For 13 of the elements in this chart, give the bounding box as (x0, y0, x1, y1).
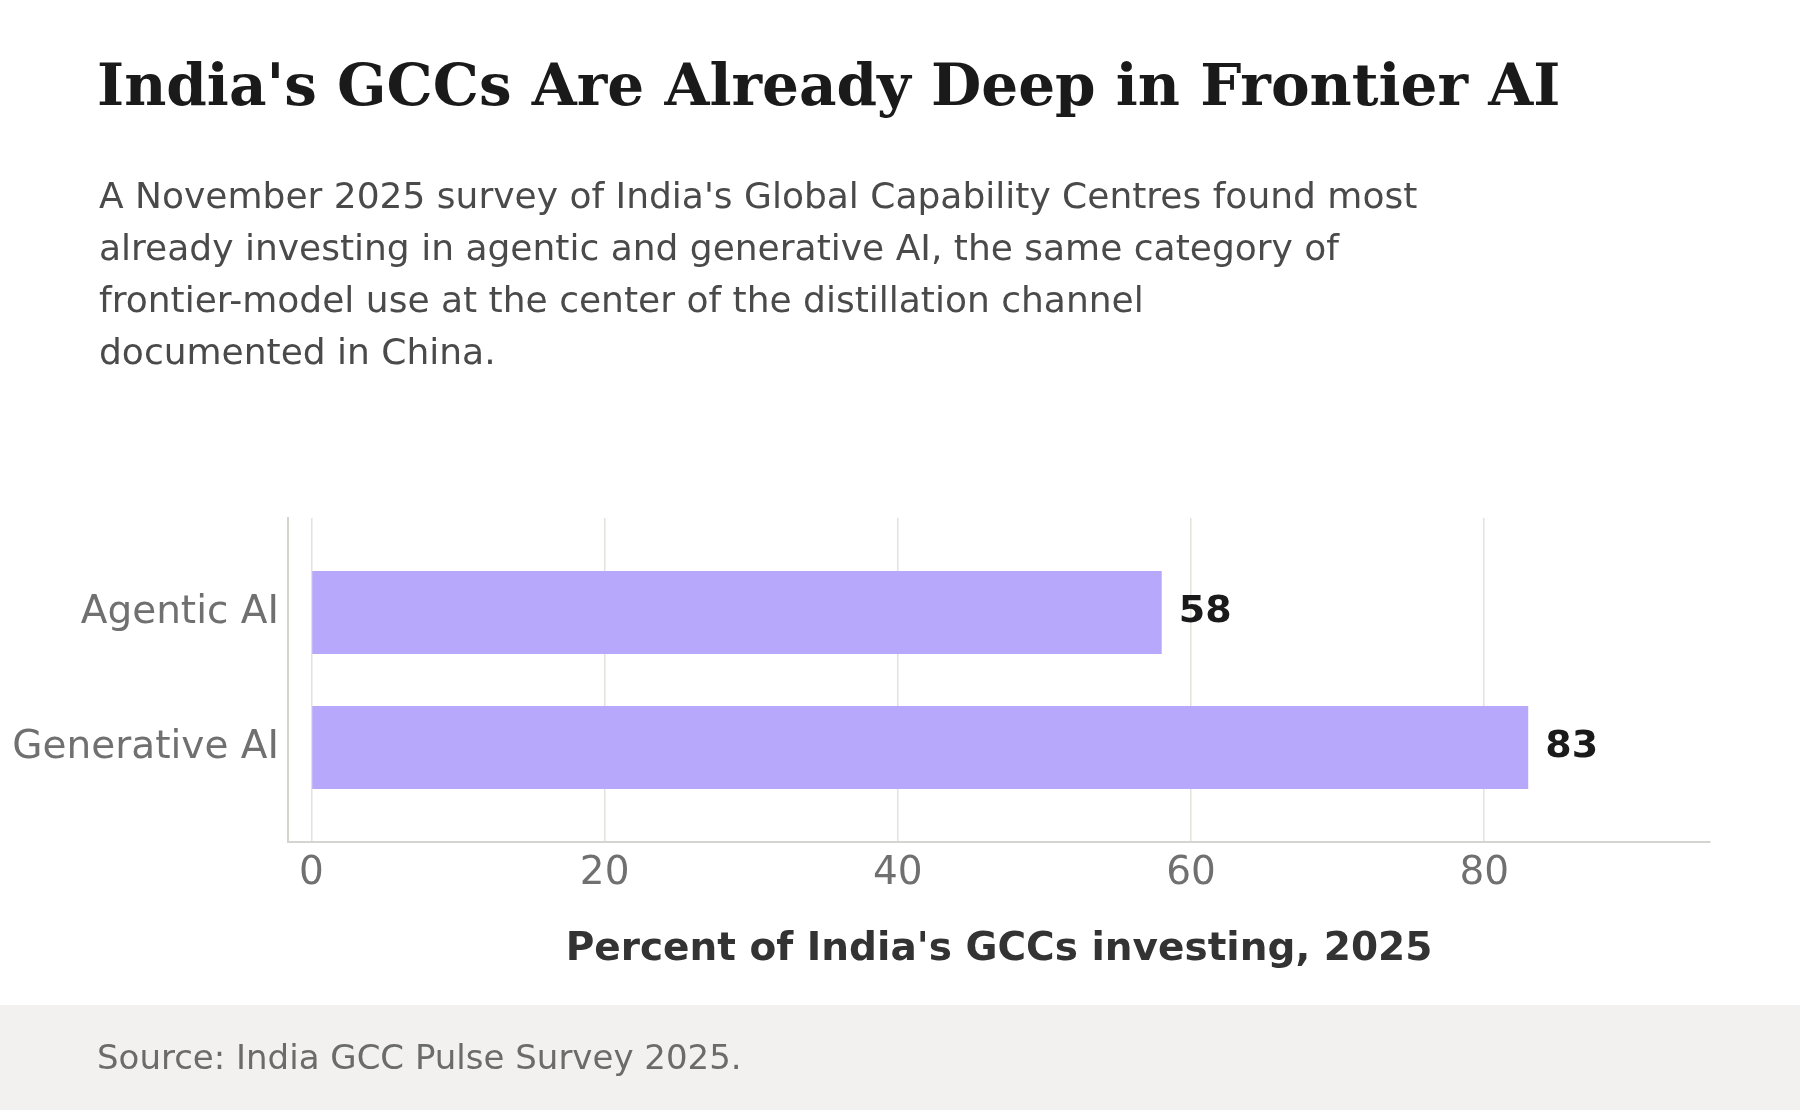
data-label: 58 (1178, 587, 1232, 632)
x-tick-label: 0 (299, 847, 324, 893)
x-axis-title: Percent of India's GCCs investing, 2025 (565, 923, 1433, 969)
x-tick-label: 80 (1459, 847, 1510, 893)
y-tick-label: Agentic AI (80, 586, 279, 632)
source-note: Source: India GCC Pulse Survey 2025. (96, 1037, 743, 1078)
x-tick-label: 60 (1166, 847, 1216, 893)
x-tick-label: 40 (873, 847, 923, 893)
chart-subtitle: A November 2025 survey of India's Global Capability Centres found most already investing in agentic and generative AI, the same category of frontier-model use at the center of the distillation channel documented in China. (99, 174, 1418, 374)
y-tick-label: Generative AI (12, 721, 279, 767)
chart-title: India's GCCs Are Already Deep in Frontier AI (97, 51, 1561, 119)
x-tick-label: 20 (579, 847, 630, 893)
data-label: 83 (1545, 722, 1599, 767)
